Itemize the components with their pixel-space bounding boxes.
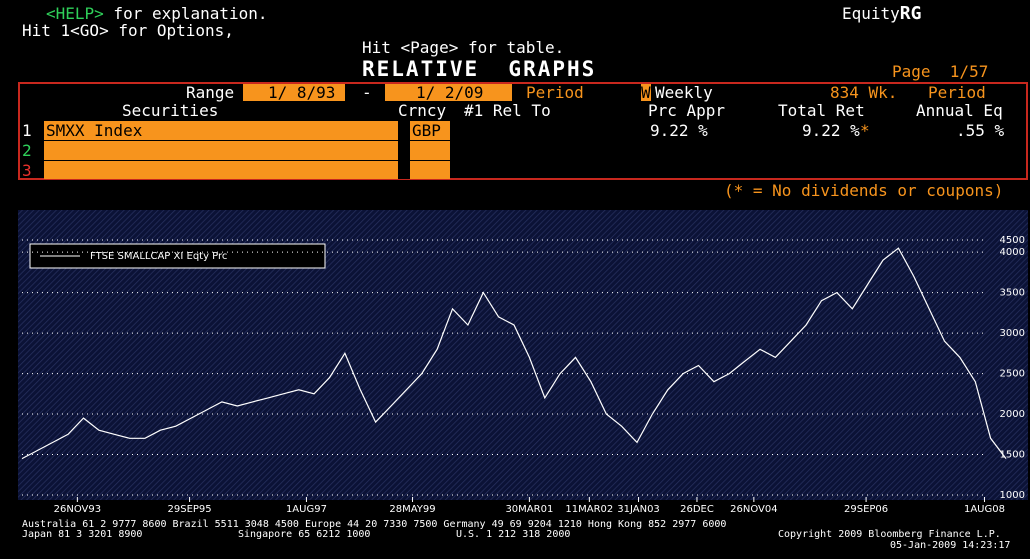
weeks: 834 Wk. (830, 83, 898, 102)
page-hint: Hit <Page> for table. (362, 38, 565, 57)
price-line (21, 247, 1007, 460)
x-tick-label: 31JAN03 (617, 504, 660, 515)
note: (* = No dividends or coupons) (724, 181, 1004, 200)
column-header: Securities (122, 101, 219, 120)
options-hint: Hit 1<GO> for Options, (22, 21, 234, 40)
column-header: Total Ret (778, 101, 865, 120)
y-tick-label: 4000 (1000, 247, 1025, 258)
y-tick-label: 4500 (1000, 235, 1025, 246)
period-name: Weekly (655, 83, 713, 102)
column-header: Annual Eq (916, 101, 1003, 120)
screen-title: RELATIVE GRAPHS (362, 57, 597, 81)
x-tick-label: 29SEP06 (844, 504, 888, 515)
x-tick-label: 28MAY99 (389, 504, 435, 515)
x-tick-label: 26NOV04 (730, 504, 777, 515)
x-tick-label: 26DEC (680, 504, 714, 515)
y-tick-label: 2000 (1000, 409, 1025, 420)
x-tick-label: 29SEP95 (168, 504, 212, 515)
range-start-field[interactable] (243, 84, 345, 101)
period-code[interactable]: W (641, 83, 651, 102)
column-header: Prc Appr (648, 101, 726, 120)
range-start: 1/ 8/93 (268, 83, 336, 102)
footer-japan: Japan 81 3 3201 8900 (22, 529, 143, 540)
field-separator (44, 140, 450, 141)
y-tick-label: 1000 (1000, 490, 1025, 501)
field-separator (44, 160, 450, 161)
x-tick-label: 26NOV93 (54, 504, 101, 515)
y-tick-label: 3000 (1000, 328, 1025, 339)
security: SMXX Index (46, 121, 143, 140)
help-text: for explanation. (103, 4, 268, 23)
currency: GBP (412, 121, 441, 140)
row-number: 2 (22, 141, 32, 160)
help-line: <HELP> for explanation. (46, 5, 268, 22)
currency-fields[interactable] (410, 121, 450, 179)
legend-label: FTSE SMALLCAP XI Eqty Prc (90, 251, 227, 262)
function-code: RG (899, 3, 922, 24)
price-appreciation: 9.22 % (650, 121, 708, 140)
row-number: 1 (22, 121, 32, 140)
footer-copyright: Copyright 2009 Bloomberg Finance L.P. (778, 529, 1001, 540)
column-header: Crncy (398, 101, 447, 120)
security-fields[interactable] (44, 121, 398, 179)
y-tick-label: 2500 (1000, 369, 1025, 380)
row-number: 3 (22, 161, 32, 180)
y-tick-label: 1500 (1000, 450, 1025, 461)
footer-timestamp: 05-Jan-2009 14:23:17 (890, 540, 1011, 551)
function-prefix: Equity (842, 4, 900, 23)
x-tick-label: 30MAR01 (505, 504, 553, 515)
period-label: Period (526, 83, 584, 102)
total-return: 9.22 % (802, 121, 860, 140)
field-gap (398, 121, 410, 179)
footer-us: U.S. 1 212 318 2000 (456, 529, 571, 540)
range-end-field[interactable] (385, 84, 512, 101)
page-number: Page 1/57 (892, 62, 989, 81)
column-header: #1 Rel To (464, 101, 551, 120)
x-tick-label: 1AUG97 (286, 504, 327, 515)
footer-line: Australia 61 2 9777 8600 Brazil 5511 304… (22, 519, 727, 530)
x-tick-label: 1AUG08 (964, 504, 1005, 515)
x-tick-label: 11MAR02 (565, 504, 613, 515)
period-label-2: Period (928, 83, 986, 102)
annual-equivalent: .55 % (956, 121, 1005, 140)
table-frame (18, 82, 1028, 180)
y-tick-label: 3500 (1000, 288, 1025, 299)
range-label: Range (186, 83, 235, 102)
footer-singapore: Singapore 65 6212 1000 (238, 529, 371, 540)
help-key[interactable]: <HELP> (46, 4, 104, 23)
function-name: EquityRG (842, 3, 922, 24)
range-separator: - (362, 83, 372, 102)
range-end: 1/ 2/09 (416, 83, 484, 102)
dividend-flag: * (860, 121, 870, 140)
